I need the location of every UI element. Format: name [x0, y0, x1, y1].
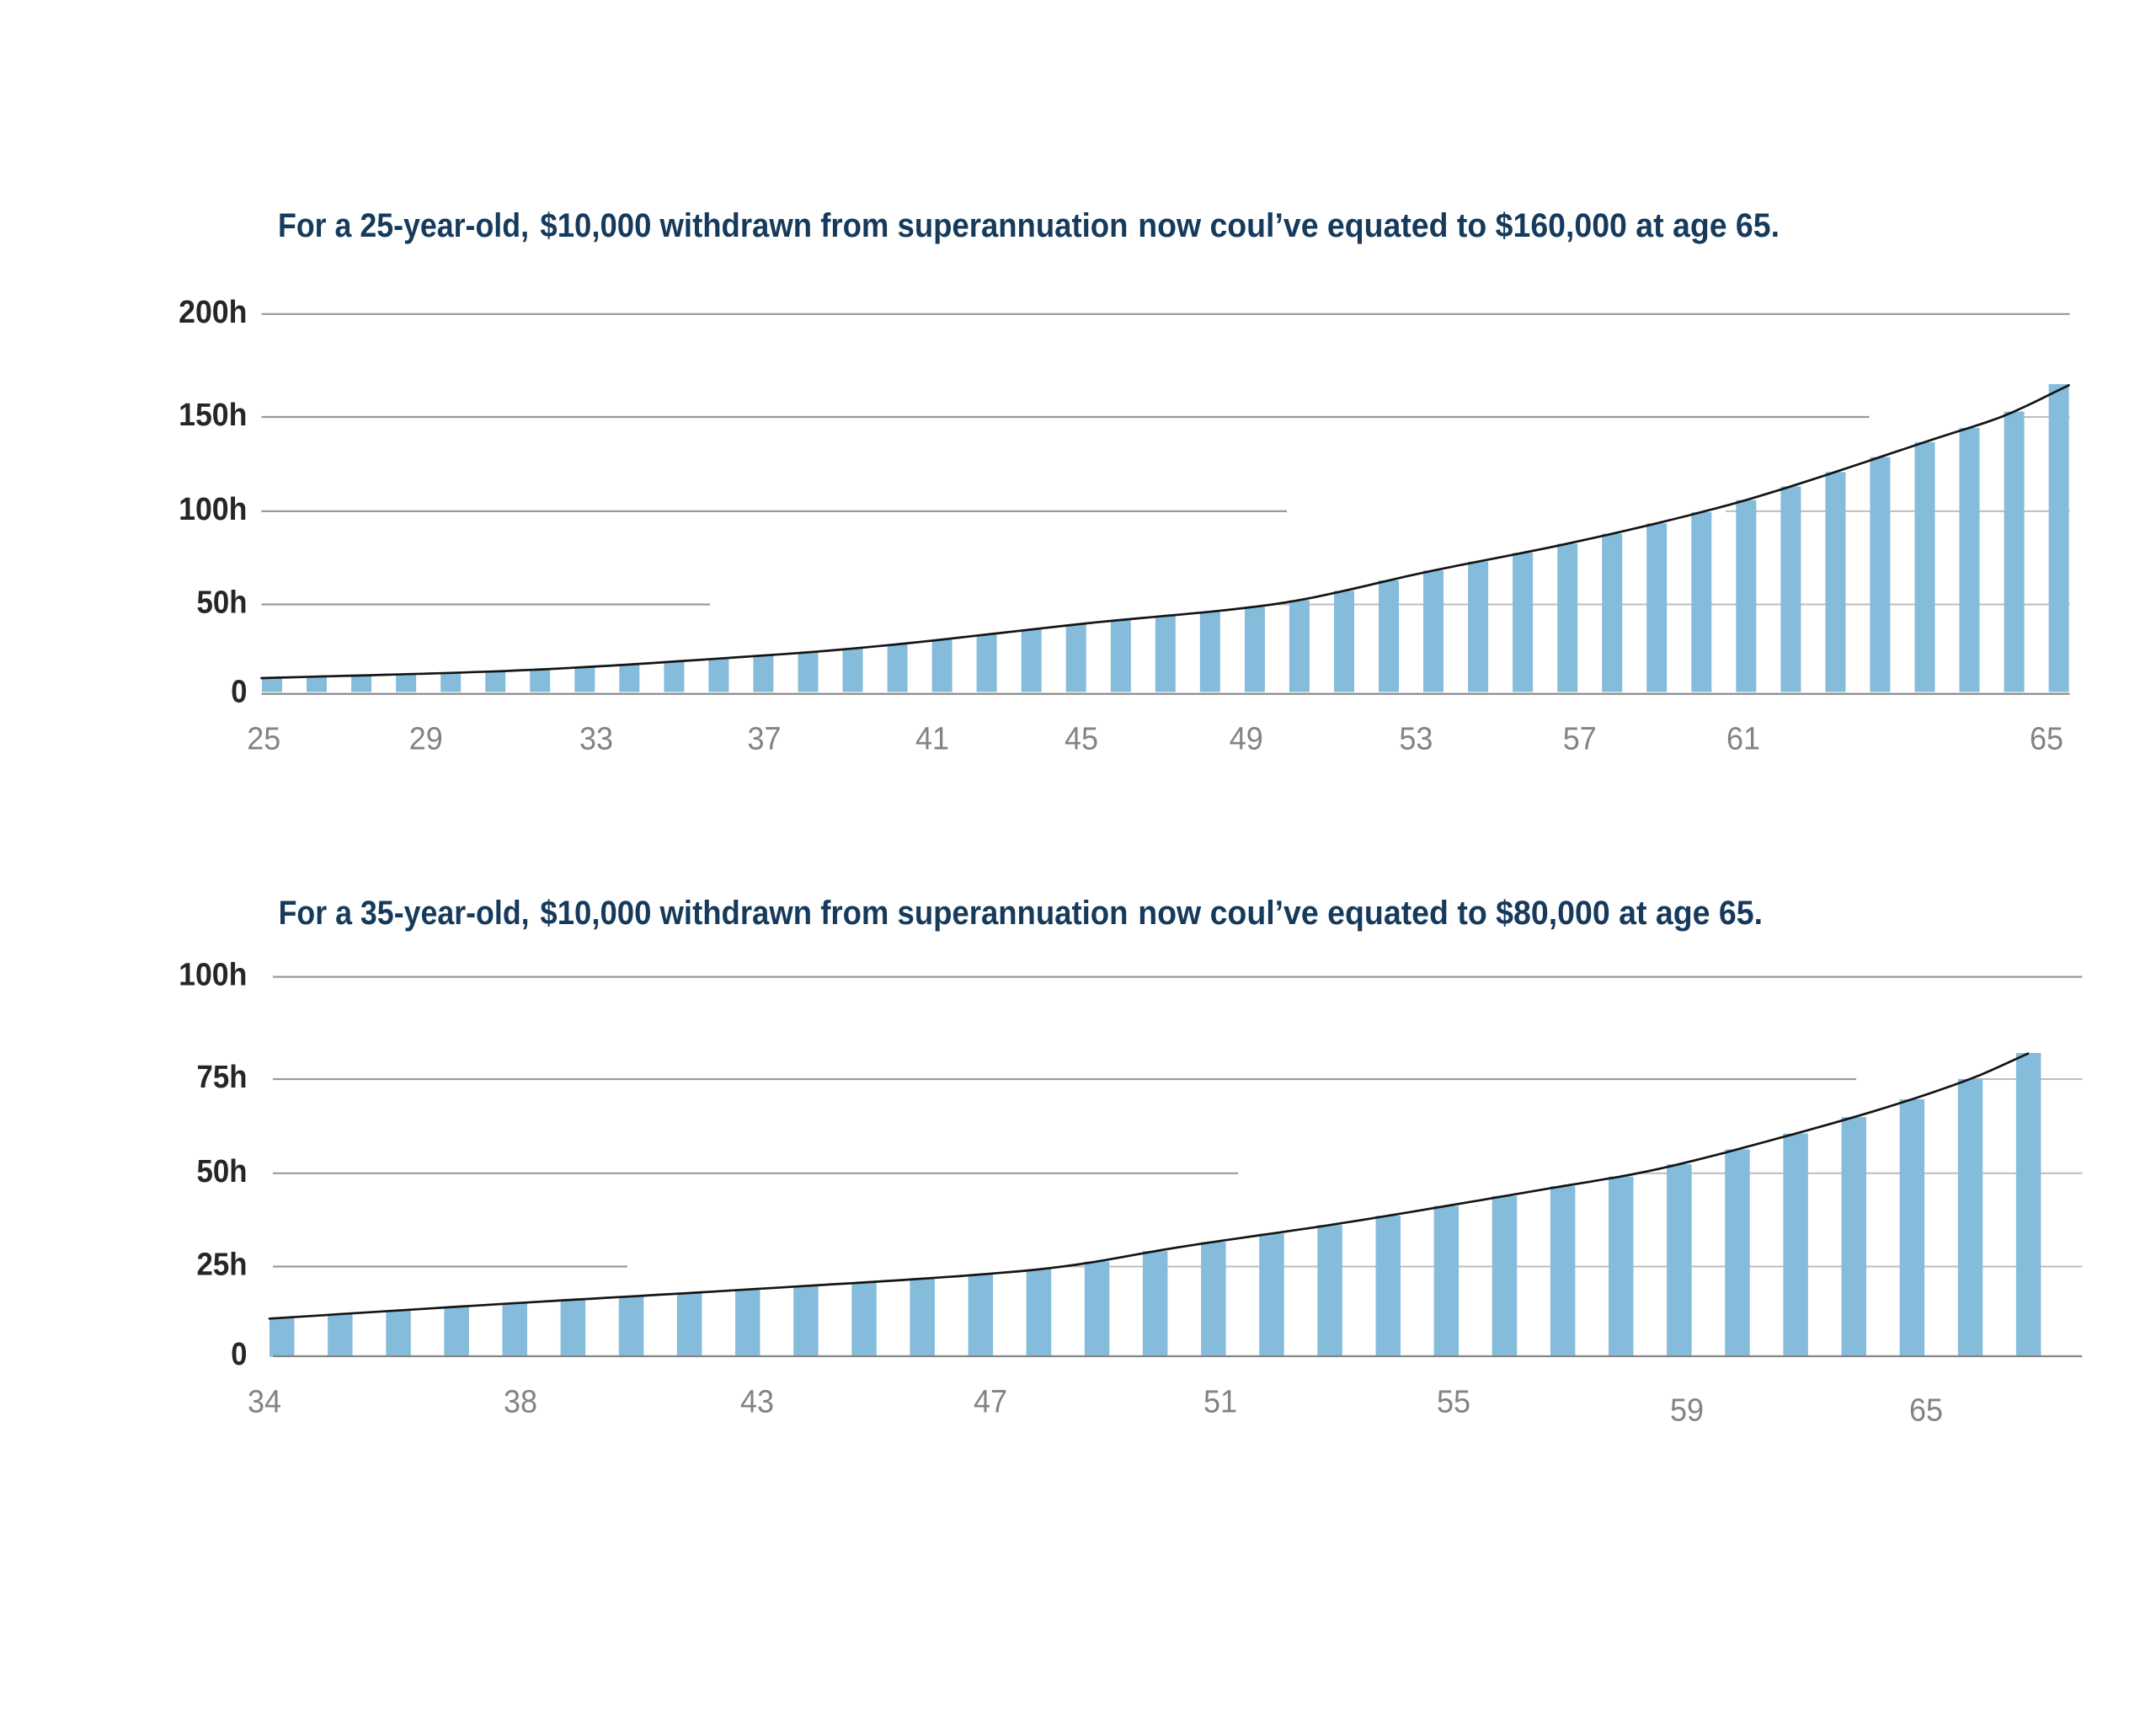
svg-text:50h: 50h	[197, 1153, 248, 1189]
svg-text:now coul’ve equated to $80,000: now coul’ve equated to $80,000 at age 65…	[1138, 895, 1763, 932]
svg-text:25: 25	[247, 721, 280, 757]
svg-text:59: 59	[1670, 1392, 1704, 1429]
svg-text:For a 25-year-old,: For a 25-year-old,	[278, 207, 529, 244]
svg-text:29: 29	[409, 721, 443, 757]
svg-text:34: 34	[248, 1384, 281, 1420]
svg-text:$10,000 withdrawn from superan: $10,000 withdrawn from superannuation	[540, 895, 1128, 932]
svg-text:$10,000 withdrawn from superan: $10,000 withdrawn from superannuation	[540, 207, 1128, 244]
svg-text:150h: 150h	[179, 397, 247, 433]
svg-text:50h: 50h	[197, 585, 248, 621]
svg-text:For a 35-year-old,: For a 35-year-old,	[279, 895, 530, 932]
svg-text:33: 33	[579, 721, 613, 757]
svg-text:200h: 200h	[179, 294, 247, 330]
svg-text:41: 41	[915, 721, 949, 757]
svg-text:47: 47	[974, 1384, 1007, 1420]
svg-text:49: 49	[1230, 721, 1263, 757]
svg-text:0: 0	[231, 674, 247, 710]
svg-text:now coul’ve equated to $160,00: now coul’ve equated to $160,000 at age 6…	[1138, 207, 1780, 244]
svg-text:61: 61	[1726, 721, 1760, 757]
svg-text:25h: 25h	[197, 1247, 248, 1283]
svg-text:53: 53	[1399, 721, 1433, 757]
svg-text:51: 51	[1203, 1384, 1237, 1420]
svg-text:0: 0	[231, 1336, 247, 1372]
svg-text:100h: 100h	[179, 957, 247, 993]
svg-text:43: 43	[740, 1384, 774, 1420]
svg-text:38: 38	[504, 1384, 537, 1420]
svg-text:100h: 100h	[179, 491, 247, 527]
svg-text:65: 65	[1909, 1392, 1943, 1429]
svg-text:57: 57	[1563, 721, 1597, 757]
svg-text:37: 37	[748, 721, 782, 757]
svg-text:65: 65	[2030, 721, 2063, 757]
svg-text:45: 45	[1065, 721, 1098, 757]
svg-text:55: 55	[1437, 1384, 1470, 1420]
svg-text:75h: 75h	[197, 1059, 248, 1095]
